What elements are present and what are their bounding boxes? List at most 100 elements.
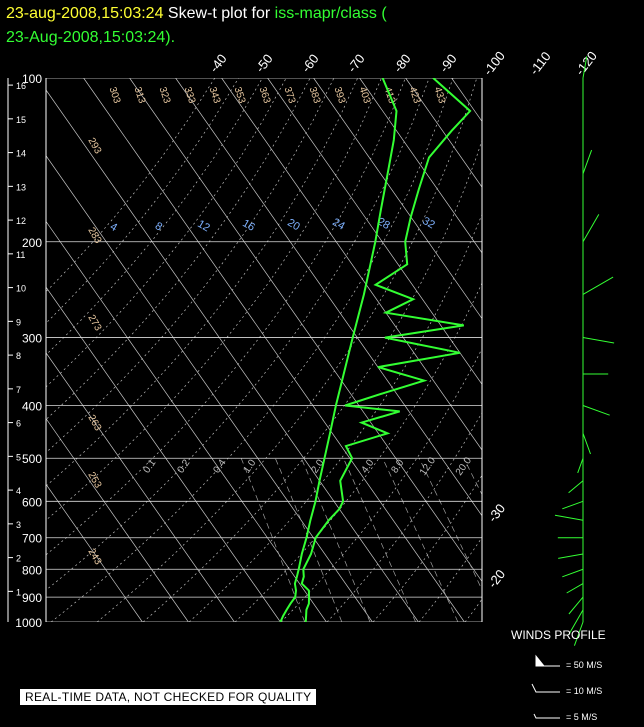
dry-adiabat [46, 78, 359, 487]
mixing-ratio-label: 4.0 [359, 457, 376, 475]
theta-top-label: 403 [357, 86, 373, 106]
mixing-ratio-line [418, 458, 482, 591]
wind-barb [562, 568, 584, 578]
dry-adiabat [372, 474, 482, 622]
height-tick-label: 15 [16, 115, 26, 125]
pressure-tick-label: 900 [22, 591, 42, 605]
dry-adiabat [46, 78, 406, 556]
isotherm-line [46, 89, 419, 622]
theta-label: 283 [85, 226, 103, 246]
wind-barb [582, 337, 615, 344]
theta-label: 293 [85, 136, 103, 156]
mixing-ratio-line [274, 458, 343, 622]
height-tick-label: 8 [16, 351, 21, 361]
dry-adiabat [46, 78, 287, 388]
height-tick-label: 11 [16, 250, 25, 260]
height-tick-label: 12 [16, 216, 26, 226]
wind-barb [568, 609, 584, 635]
right-temperature-label: -20 [485, 567, 508, 591]
theta-top-label: 343 [207, 86, 223, 106]
isotherm-line [544, 78, 644, 622]
dewpoint-profile-line [300, 78, 472, 622]
wind-legend-glyph-10 [531, 683, 560, 693]
dry-adiabat [418, 536, 482, 622]
dry-adiabat [280, 347, 482, 622]
height-tick-label: 7 [16, 385, 21, 395]
dry-adiabat [234, 282, 482, 622]
temperature-profile-line [279, 78, 398, 622]
isotherm-line [46, 155, 373, 622]
top-temperature-label: -70 [344, 51, 367, 75]
wind-barb [582, 149, 593, 174]
top-temperature-label: -90 [436, 51, 459, 75]
sounding-timestamp: 23-aug-2008,15:03:24 [6, 5, 164, 22]
right-temperature-label: -30 [485, 501, 508, 525]
mixing-ratio-label: 0.2 [175, 457, 192, 475]
height-tick-label: 14 [16, 149, 26, 159]
height-tick-label: 10 [16, 284, 26, 294]
theta-e-label: 8 [153, 220, 164, 233]
chart-header: 23-aug-2008,15:03:24 Skew-t plot for iss… [6, 2, 387, 50]
theta-e-label: 16 [240, 217, 257, 234]
wind-barb [554, 514, 584, 521]
theta-label: 273 [85, 313, 103, 333]
wind-barb [582, 214, 600, 243]
top-temperature-label: -40 [206, 51, 229, 75]
wind-barb [558, 553, 584, 559]
theta-top-label: 373 [282, 86, 298, 106]
wind-barb [562, 500, 584, 510]
pressure-tick-label: 200 [22, 236, 42, 250]
isotherm-line [46, 352, 235, 622]
mixing-ratio-line [495, 458, 578, 622]
wind-barb [573, 621, 584, 646]
height-tick-label: 1 [16, 587, 21, 597]
isotherm-line [359, 78, 482, 254]
wind-legend-5: = 5 M/S [566, 712, 598, 722]
dry-adiabat [188, 213, 482, 622]
height-tick-label: 6 [16, 419, 21, 429]
mixing-ratio-label: 8.0 [389, 457, 406, 475]
isotherm-line [46, 483, 143, 622]
chart-title-prefix: Skew-t plot for [167, 5, 271, 22]
pressure-tick-label: 300 [22, 332, 42, 346]
isotherm-line [267, 78, 482, 385]
isotherm-line [46, 220, 327, 622]
theta-top-label: 363 [257, 86, 273, 106]
wind-barb [582, 433, 591, 455]
theta-e-label: 32 [420, 215, 437, 232]
dry-adiabat [50, 78, 454, 622]
dry-adiabat [46, 78, 335, 453]
theta-top-label: 353 [232, 86, 248, 106]
mixing-ratio-label: 0.4 [211, 457, 228, 475]
mixing-ratio-label: 0.1 [141, 457, 158, 475]
pressure-tick-label: 500 [22, 452, 42, 466]
height-tick-label: 13 [16, 182, 26, 192]
theta-e-label: 20 [285, 217, 302, 234]
theta-label: 263 [85, 413, 103, 433]
wind-barb [566, 583, 584, 594]
height-tick-label: 2 [16, 554, 21, 564]
isotherm-line [590, 78, 644, 622]
theta-e-label: 24 [330, 216, 347, 233]
isotherm-line [405, 78, 482, 188]
pressure-tick-label: 700 [22, 532, 42, 546]
isotherm-line [46, 286, 281, 622]
wind-barb [582, 56, 588, 79]
mixing-ratio-label: 1.0 [241, 457, 258, 475]
pressure-tick-label: 1000 [15, 616, 42, 630]
isotherm-line [46, 417, 189, 622]
theta-e-label: 4 [108, 221, 119, 234]
dry-adiabat [511, 78, 644, 622]
height-tick-label: 3 [16, 520, 21, 530]
top-temperature-label: -110 [526, 49, 553, 78]
top-temperature-label: -50 [252, 51, 275, 75]
dry-adiabat [464, 598, 482, 622]
wind-legend-10: = 10 M/S [566, 686, 603, 696]
wind-barb [568, 480, 584, 494]
isotherm-line [636, 78, 644, 622]
mixing-ratio-line [382, 458, 459, 622]
height-tick-label: 4 [16, 486, 21, 496]
theta-top-label: 383 [307, 86, 323, 106]
isotherm-line [498, 78, 644, 622]
